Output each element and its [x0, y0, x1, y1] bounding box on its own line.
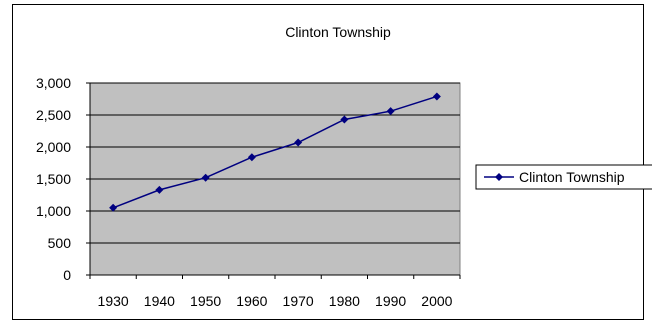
series	[109, 92, 441, 212]
x-tick-label: 1980	[329, 293, 360, 309]
x-tick-label: 1930	[98, 293, 129, 309]
y-tick-label: 2,500	[36, 107, 71, 123]
legend-swatch-marker	[495, 173, 503, 181]
data-point-marker	[201, 173, 210, 182]
y-tick-label: 500	[48, 235, 72, 251]
y-tick-label: 1,000	[36, 203, 71, 219]
y-tick-label: 1,500	[36, 171, 71, 187]
y-tick-label: 0	[63, 267, 71, 283]
y-tick-label: 2,000	[36, 139, 71, 155]
data-point-marker	[247, 153, 256, 162]
x-tick-label: 1970	[283, 293, 314, 309]
data-point-marker	[340, 115, 349, 124]
data-point-marker	[386, 107, 395, 116]
x-tick-label: 2000	[421, 293, 452, 309]
data-point-marker	[294, 138, 303, 147]
data-point-marker	[109, 203, 118, 212]
x-tick-label: 1950	[190, 293, 221, 309]
series-line	[112, 95, 438, 209]
x-tick-label: 1990	[375, 293, 406, 309]
x-tick-label: 1960	[236, 293, 267, 309]
x-tick-label: 1940	[144, 293, 175, 309]
data-point-marker	[432, 92, 441, 101]
axes: 0 500 1,000 1,500 2,000 2,500 3,000 1930 1940 195…	[36, 75, 461, 309]
chart-title: Clinton Township	[285, 24, 391, 40]
y-tick-label: 3,000	[36, 75, 71, 91]
data-point-marker	[155, 185, 164, 194]
legend-label: Clinton Township	[519, 169, 625, 185]
legend: Clinton Township	[475, 164, 652, 190]
gridlines	[90, 82, 460, 244]
